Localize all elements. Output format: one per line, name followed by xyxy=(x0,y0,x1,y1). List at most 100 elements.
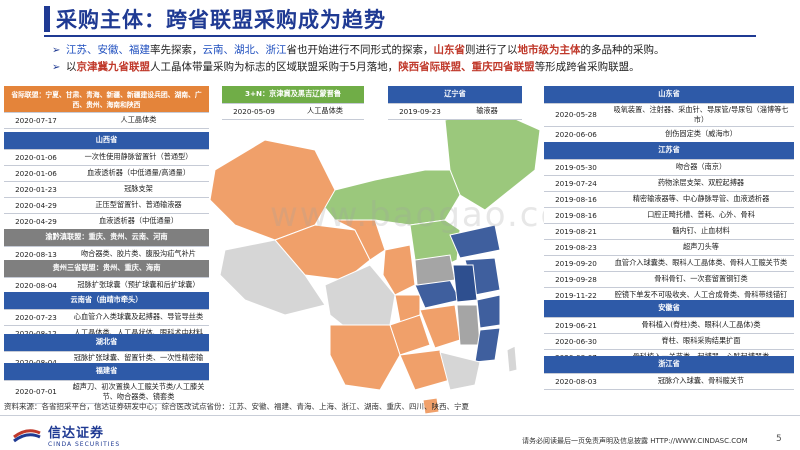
bullet-segment: 率先探索， xyxy=(150,44,203,56)
bullet-list: ➢ 江苏、安徽、福建率先探索，云南、湖北、浙江省也开始进行不同形式的探索，山东省则… xyxy=(52,42,772,76)
table-fujian: 福建省 2020-07-01 超声刀、初次置换人工髋关节类/人工膝关节、吻合器类、镜… xyxy=(4,363,209,404)
table-header: 省际联盟：宁夏、甘肃、青海、新疆、新疆建设兵团、湖南、广西、贵州、海南和陕西 xyxy=(4,86,209,113)
table-row: 2020-01-06 一次性使用静脉留置针（普通型） xyxy=(4,149,209,166)
source-note: 资料来源：各省招采平台，信达证券研发中心；综合医改试点省份：江苏、安徽、福建、青… xyxy=(4,402,469,411)
map-region-zhejiang xyxy=(476,294,501,329)
table-row: 2019-05-30 吻合器（南京） xyxy=(544,159,794,176)
table-header: 山东省 xyxy=(544,86,794,104)
row-date: 2020-04-29 xyxy=(4,197,68,214)
title-accent-bar xyxy=(44,6,50,32)
table-alliance: 省际联盟：宁夏、甘肃、青海、新疆、新疆建设兵团、湖南、广西、贵州、海南和陕西 2… xyxy=(4,86,209,129)
table-row: 2020-01-23 冠脉支架 xyxy=(4,181,209,198)
bullet-segment: 京津冀九省联盟 xyxy=(76,61,151,73)
row-date: 2019-08-16 xyxy=(544,207,608,224)
table-yuqian: 渝黔滇联盟：重庆、贵州、云南、河南 2020-08-13 吻合器类、胶片类、腹股沟疝… xyxy=(4,229,209,263)
table-row: 2020-04-29 血液透析器（中低通量） xyxy=(4,213,209,230)
bullet-segment: 省也开始进行不同形式的探索， xyxy=(286,44,434,56)
map-region-shandong xyxy=(449,224,501,259)
row-product: 创伤固定类（威海市） xyxy=(608,126,794,143)
map-region-guangdong xyxy=(439,351,481,391)
row-date: 2019-05-30 xyxy=(544,159,608,176)
table-zhejiang: 浙江省 2020-08-03 冠脉介入球囊、骨科髋关节 xyxy=(544,356,794,390)
map-region-tibet xyxy=(219,239,326,316)
row-date: 2019-06-21 xyxy=(544,317,608,334)
bullet-segment: 的多品种的采购。 xyxy=(580,44,665,56)
table-jjj: 3+N：京津冀及黑吉辽蒙晋鲁 2020-05-09 人工晶体类 xyxy=(222,86,364,120)
row-product: 一次性使用静脉留置针（普通型） xyxy=(68,149,209,166)
bullet-segment: 人工晶体带量采购为标志的区域联盟采购于5月落地， xyxy=(150,61,399,73)
table-row: 2020-06-06 创伤固定类（威海市） xyxy=(544,126,794,143)
map-region-hainan xyxy=(422,397,440,415)
row-date: 2020-07-23 xyxy=(4,309,68,326)
table-row: 2020-05-28 吸氧装置、注射器、采血针、导尿管/导尿包（淄博等七市） xyxy=(544,103,794,127)
table-guizhou: 贵州三省联盟：贵州、重庆、海南 2020-08-04 冠脉扩张球囊（预扩球囊和后扩球… xyxy=(4,260,209,294)
row-date: 2020-05-28 xyxy=(544,103,608,127)
row-product: 冠脉扩张球囊（预扩球囊和后扩球囊） xyxy=(68,277,209,294)
row-product: 血液透析器（中低通量/高通量） xyxy=(68,165,209,182)
row-product: 精密输液器等、中心静脉导管、血液透析器 xyxy=(608,191,794,208)
row-product: 正压型留置针、普通输液器 xyxy=(68,197,209,214)
table-row: 2019-06-21 骨科植入(脊柱)类、眼科(人工晶体)类 xyxy=(544,317,794,334)
row-date: 2020-04-29 xyxy=(4,213,68,230)
row-date: 2020-06-30 xyxy=(544,333,608,350)
bullet-segment: 云南、湖北、浙江 xyxy=(202,44,287,56)
bullet-segment: 山东省 xyxy=(433,44,466,56)
row-product: 血管介入球囊类、眼科人工晶体类、骨科人工髋关节类 xyxy=(608,255,794,272)
row-product: 人工晶体类 xyxy=(286,103,364,120)
row-date: 2020-06-06 xyxy=(544,126,608,143)
disclaimer: 请务必阅读最后一页免责声明及信息披露 HTTP://WWW.CINDASC.CO… xyxy=(522,437,748,445)
bullet-2: ➢ 以京津冀九省联盟人工晶体带量采购为标志的区域联盟采购于5月落地，陕西省际联盟、… xyxy=(52,59,772,76)
table-row: 2019-09-23 输液器 xyxy=(388,103,522,120)
row-date: 2020-07-17 xyxy=(4,112,68,129)
row-product: 吸氧装置、注射器、采血针、导尿管/导尿包（淄博等七市） xyxy=(608,103,794,127)
table-row: 2020-07-23 心血管介入类球囊及起搏器、导管导丝类 xyxy=(4,309,209,326)
table-shanxi: 山西省 2020-01-06 一次性使用静脉留置针（普通型） 2020-01-06 血液… xyxy=(4,132,209,230)
table-header: 湖北省 xyxy=(4,334,209,352)
row-product: 冠脉介入球囊、骨科髋关节 xyxy=(608,373,794,390)
table-row: 2019-08-21 髓内钉、止血材料 xyxy=(544,223,794,240)
table-yunnan: 云南省（曲靖市牵头） 2020-07-23 心血管介入类球囊及起搏器、导管导丝类 20… xyxy=(4,292,209,342)
table-row: 2019-08-16 精密输液器等、中心静脉导管、血液透析器 xyxy=(544,191,794,208)
logo-mark-icon xyxy=(13,429,41,443)
table-row: 2019-09-20 血管介入球囊类、眼科人工晶体类、骨科人工髋关节类 xyxy=(544,255,794,272)
row-product: 心血管介入类球囊及起搏器、导管导丝类 xyxy=(68,309,209,326)
map-region-anhui xyxy=(452,264,478,303)
table-row: 2020-04-29 正压型留置针、普通输液器 xyxy=(4,197,209,214)
title-divider xyxy=(44,35,756,37)
row-product: 超声刀头等 xyxy=(608,239,794,256)
row-product: 血液透析器（中低通量） xyxy=(68,213,209,230)
bullet-segment: 则进行了以 xyxy=(465,44,518,56)
row-date: 2019-08-16 xyxy=(544,191,608,208)
bullet-2-text: 以京津冀九省联盟人工晶体带量采购为标志的区域联盟采购于5月落地，陕西省际联盟、重… xyxy=(66,59,640,76)
row-date: 2019-07-24 xyxy=(544,175,608,192)
map-region-shaanxi xyxy=(382,244,416,296)
table-header: 江苏省 xyxy=(544,142,794,160)
bullet-1-text: 江苏、安徽、福建率先探索，云南、湖北、浙江省也开始进行不同形式的探索，山东省则进… xyxy=(66,42,665,59)
row-product: 口腔正畸托槽、普耗、心外、骨科 xyxy=(608,207,794,224)
row-date: 2020-05-09 xyxy=(222,103,286,120)
bullet-segment: 以 xyxy=(66,61,77,73)
row-date: 2019-09-23 xyxy=(388,103,452,120)
table-row: 2020-08-04 冠脉扩张球囊（预扩球囊和后扩球囊） xyxy=(4,277,209,294)
table-row: 2019-09-28 骨科骨钉、一次套留置钢钉类 xyxy=(544,271,794,288)
page-number: 5 xyxy=(776,434,782,444)
row-date: 2020-01-06 xyxy=(4,165,68,182)
china-map xyxy=(209,109,541,415)
table-row: 2020-07-17 人工晶体类 xyxy=(4,112,209,129)
table-row: 2019-08-23 超声刀头等 xyxy=(544,239,794,256)
row-date: 2020-08-03 xyxy=(544,373,608,390)
table-header: 浙江省 xyxy=(544,356,794,374)
table-header: 安徽省 xyxy=(544,300,794,318)
row-date: 2020-07-01 xyxy=(4,380,68,404)
arrow-icon: ➢ xyxy=(52,62,61,73)
table-header: 贵州三省联盟：贵州、重庆、海南 xyxy=(4,260,209,278)
row-date: 2019-08-21 xyxy=(544,223,608,240)
arrow-icon: ➢ xyxy=(52,45,61,56)
logo-text-en: CINDA SECURITIES xyxy=(48,441,121,448)
table-header: 山西省 xyxy=(4,132,209,150)
row-date: 2019-08-23 xyxy=(544,239,608,256)
table-row: 2020-06-30 脊柱、眼科采购结果扩面 xyxy=(544,333,794,350)
bullet-1: ➢ 江苏、安徽、福建率先探索，云南、湖北、浙江省也开始进行不同形式的探索，山东省则… xyxy=(52,42,772,59)
table-row: 2019-07-24 药物涂层支架、双腔起搏器 xyxy=(544,175,794,192)
footer-divider xyxy=(0,415,800,416)
